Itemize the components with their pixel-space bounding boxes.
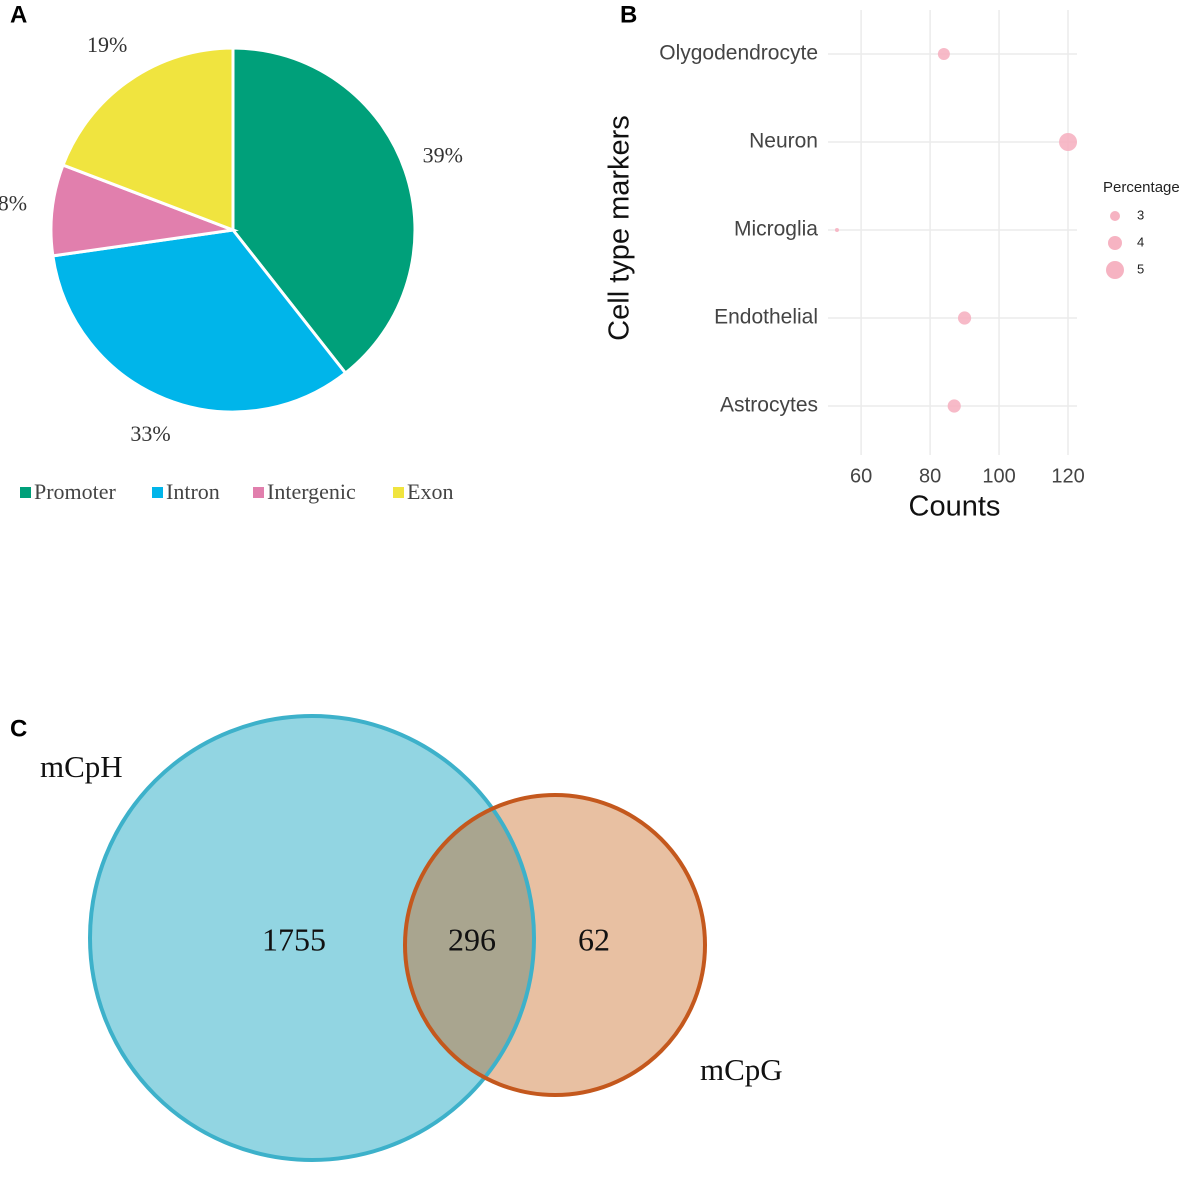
pie-slice xyxy=(51,228,348,414)
panel-label: B xyxy=(620,1,637,28)
y-tick-label: Endothelial xyxy=(714,306,818,329)
set-name: mCpH xyxy=(40,749,123,784)
x-tick-label: 60 xyxy=(850,465,872,487)
slice-label: 19% xyxy=(87,32,127,57)
y-tick-label: Neuron xyxy=(749,130,818,153)
slice-label: 39% xyxy=(423,142,463,167)
point xyxy=(947,399,961,413)
x-tick-label: 100 xyxy=(982,465,1015,487)
set-circle xyxy=(90,716,534,1160)
legend-label: Promoter xyxy=(34,479,117,504)
legend-title: Percentage xyxy=(1103,179,1180,196)
set-outline xyxy=(88,714,536,1162)
legend-label: Intergenic xyxy=(267,479,356,504)
point xyxy=(937,48,950,60)
legend-label: 3 xyxy=(1137,207,1144,222)
point xyxy=(834,228,839,232)
y-axis-title: Cell type markers xyxy=(604,115,636,341)
overlap xyxy=(405,795,534,1095)
legend-swatch xyxy=(152,487,163,498)
legend-point xyxy=(1110,211,1120,221)
set-outline xyxy=(403,793,707,1097)
pie-slice xyxy=(49,163,239,258)
legend-label: Exon xyxy=(407,479,453,504)
legend-swatch xyxy=(20,487,31,498)
legend-point xyxy=(1106,261,1124,279)
set-name: mCpG xyxy=(700,1052,783,1087)
legend-label: 5 xyxy=(1137,261,1144,276)
y-tick-label: Microglia xyxy=(734,218,818,241)
legend-point xyxy=(1108,236,1122,250)
region-count: 62 xyxy=(578,921,610,957)
point xyxy=(957,311,972,325)
region-count: 296 xyxy=(448,921,496,957)
point xyxy=(1059,133,1078,151)
slice-label: 8% xyxy=(0,190,27,215)
slice-label: 33% xyxy=(130,421,170,446)
y-tick-label: Astrocytes xyxy=(720,394,818,417)
legend-label: 4 xyxy=(1137,234,1144,249)
legend-label: Intron xyxy=(166,479,220,504)
x-tick-label: 80 xyxy=(919,465,941,487)
pie-slice xyxy=(231,46,417,376)
y-tick-label: Olygodendrocyte xyxy=(659,42,818,65)
x-tick-label: 120 xyxy=(1051,465,1084,487)
panel-label: A xyxy=(10,1,27,28)
pie-slice xyxy=(61,46,235,233)
region-count: 1755 xyxy=(262,921,326,957)
panel-label: C xyxy=(10,715,27,742)
legend-swatch xyxy=(253,487,264,498)
x-axis-title: Counts xyxy=(909,491,1001,523)
legend-swatch xyxy=(393,487,404,498)
